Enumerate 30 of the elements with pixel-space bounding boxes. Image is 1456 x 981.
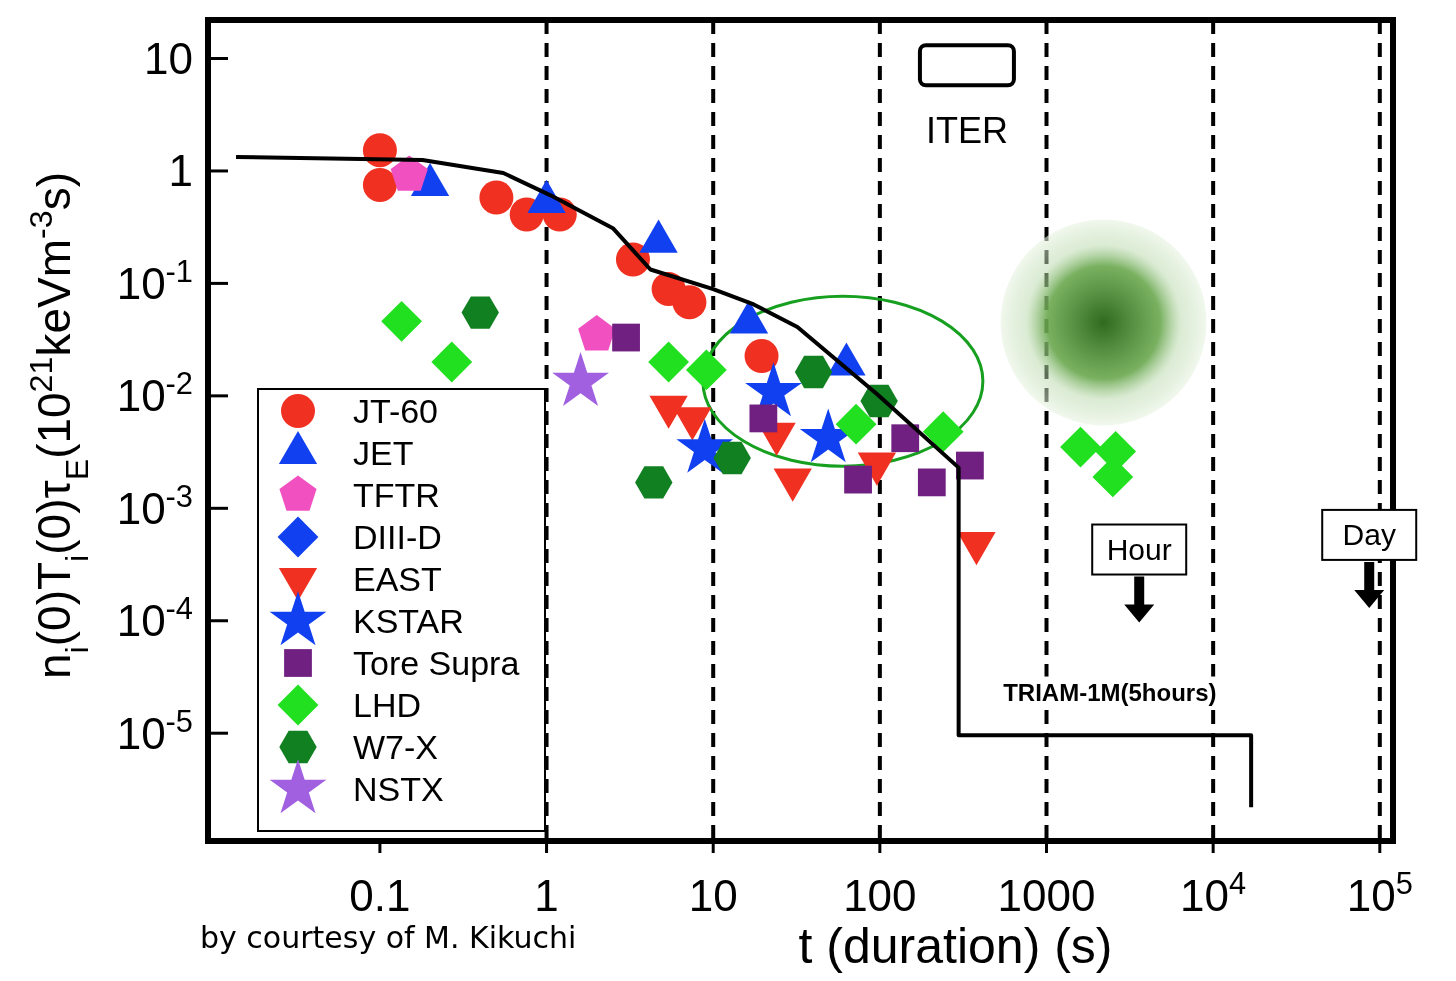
x-tick-label: 1000	[997, 871, 1096, 920]
legend-label: JT-60	[353, 391, 439, 430]
x-tick-label: 10$^{5}$	[1346, 865, 1413, 920]
legend-label: Tore Supra	[353, 643, 520, 682]
y-tick-label: 10$^{-4}$	[116, 590, 193, 646]
y-tick-label: 10$^{-2}$	[116, 365, 193, 421]
y-tick-label: 10$^{-3}$	[116, 478, 193, 533]
annotation: Day	[1342, 518, 1396, 552]
legend-label: W7-X	[353, 727, 438, 766]
x-axis-title: t (duration) (s)	[798, 918, 1113, 974]
legend-label: JET	[353, 433, 414, 472]
legend-label: DIII-D	[353, 517, 442, 556]
x-tick-label: 100	[843, 871, 917, 920]
annotation: Hour	[1106, 533, 1172, 567]
x-tick-label: 0.1	[349, 871, 411, 920]
text: by courtesy of M. Kikuchi	[200, 920, 577, 955]
x-tick-label: 10	[688, 871, 738, 920]
x-tick-label: 10$^{4}$	[1180, 865, 1247, 920]
y-tick-label: 10$^{-5}$	[116, 703, 193, 758]
annotation: ITER	[925, 109, 1008, 151]
legend-label: LHD	[353, 685, 422, 724]
legend-label: EAST	[353, 559, 442, 598]
legend-label: NSTX	[353, 769, 444, 808]
x-tick-label: 1	[534, 871, 559, 920]
y-tick-label: 1	[168, 146, 193, 196]
y-tick-label: 10$^{-1}$	[116, 253, 193, 308]
annotation: TRIAM-1M(5hours)	[1003, 678, 1217, 706]
y-tick-label: 10	[144, 33, 193, 83]
legend-label: TFTR	[353, 475, 440, 514]
legend-label: KSTAR	[353, 601, 464, 640]
